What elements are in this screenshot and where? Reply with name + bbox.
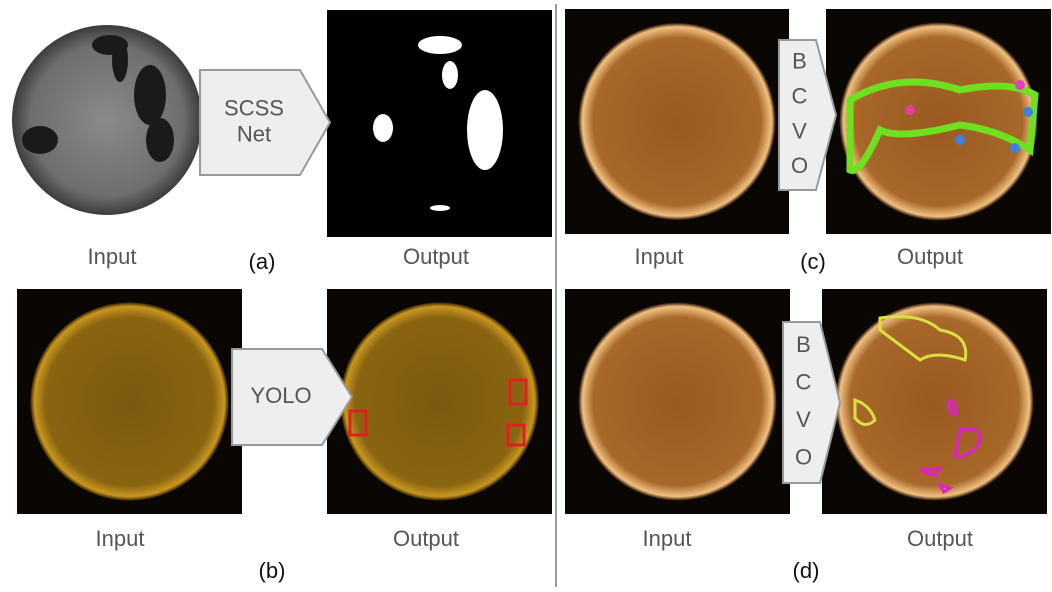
- model-name: SCSS: [224, 95, 284, 120]
- mask-region: [373, 114, 393, 142]
- sun-disc: [836, 303, 1034, 501]
- dark-region: [146, 118, 174, 162]
- figure: SCSSNet Input Output (a) YOLO Input Output (b) B…: [0, 0, 1052, 587]
- input-label: Input: [88, 244, 137, 269]
- mask-region: [467, 90, 503, 170]
- sun-disc: [31, 303, 229, 501]
- detection-spot: [955, 135, 965, 145]
- input-label: Input: [635, 244, 684, 269]
- model-name: O: [791, 153, 808, 178]
- detection-spot: [1010, 143, 1020, 153]
- dark-region: [22, 126, 58, 154]
- input-label: Input: [96, 526, 145, 551]
- model-name: B: [796, 332, 811, 357]
- sun-disc: [840, 23, 1038, 221]
- detection-spot: [1023, 107, 1033, 117]
- model-name: O: [795, 444, 812, 469]
- sun-disc: [579, 303, 777, 501]
- model-name: V: [796, 407, 811, 432]
- panel-tag: (a): [249, 249, 276, 274]
- mask-region: [442, 61, 458, 89]
- model-name: V: [792, 118, 807, 143]
- output-label: Output: [393, 526, 459, 551]
- output-label: Output: [907, 526, 973, 551]
- dark-region: [112, 38, 128, 82]
- model-name: C: [796, 370, 812, 395]
- model-name: YOLO: [250, 383, 311, 408]
- model-name: Net: [237, 121, 271, 146]
- sun-disc: [578, 23, 775, 220]
- panel-tag: (c): [800, 249, 826, 274]
- input-label: Input: [643, 526, 692, 551]
- mask-region: [430, 205, 450, 211]
- panel-tag: (d): [793, 558, 820, 583]
- output-label: Output: [897, 244, 963, 269]
- panel-tag: (b): [259, 558, 286, 583]
- model-name: B: [792, 48, 807, 73]
- detection-spot: [1015, 80, 1025, 90]
- dark-region: [134, 65, 166, 125]
- mask-region: [418, 36, 462, 54]
- detection-spot: [905, 105, 915, 115]
- output-label: Output: [403, 244, 469, 269]
- model-name: C: [792, 83, 808, 108]
